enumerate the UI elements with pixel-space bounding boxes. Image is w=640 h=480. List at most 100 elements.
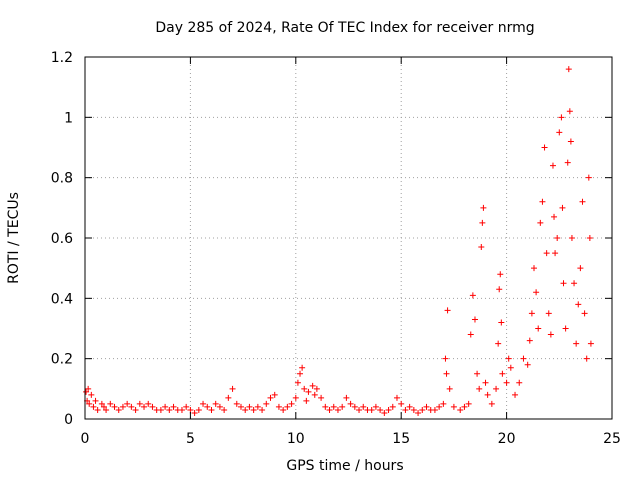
data-point xyxy=(423,403,430,410)
data-point xyxy=(166,406,173,413)
data-point xyxy=(545,310,552,317)
data-point xyxy=(436,403,443,410)
data-point xyxy=(471,316,478,323)
data-point xyxy=(524,361,531,368)
data-point xyxy=(558,114,565,121)
data-point xyxy=(103,406,110,413)
data-point xyxy=(368,406,375,413)
y-tick-label: 1.2 xyxy=(51,50,73,66)
data-point xyxy=(478,244,485,251)
data-point xyxy=(440,400,447,407)
data-point xyxy=(250,406,257,413)
data-point xyxy=(484,391,491,398)
data-point xyxy=(565,66,572,73)
x-tick-label: 10 xyxy=(287,431,305,447)
data-point xyxy=(208,406,215,413)
data-point xyxy=(242,406,249,413)
data-point xyxy=(469,292,476,299)
data-point xyxy=(305,388,312,395)
data-point xyxy=(446,385,453,392)
data-point xyxy=(292,394,299,401)
data-point xyxy=(541,144,548,151)
data-point xyxy=(533,289,540,296)
data-point xyxy=(360,403,367,410)
data-point xyxy=(334,406,341,413)
grid-lines xyxy=(85,57,612,419)
data-point xyxy=(581,310,588,317)
x-tick-label: 20 xyxy=(498,431,516,447)
data-point xyxy=(107,400,114,407)
data-point xyxy=(587,340,594,347)
data-point xyxy=(505,355,512,362)
data-point xyxy=(330,403,337,410)
data-point xyxy=(311,391,318,398)
data-point xyxy=(212,400,219,407)
data-point xyxy=(92,397,99,404)
data-point xyxy=(88,391,95,398)
data-point xyxy=(162,403,169,410)
data-point xyxy=(577,265,584,272)
data-point xyxy=(503,379,510,386)
data-point xyxy=(216,403,223,410)
data-point xyxy=(351,403,358,410)
data-point xyxy=(579,198,586,205)
data-point xyxy=(488,400,495,407)
data-point xyxy=(318,394,325,401)
data-point xyxy=(225,394,232,401)
data-point xyxy=(178,406,185,413)
data-point xyxy=(149,403,156,410)
data-point xyxy=(132,406,139,413)
data-point xyxy=(552,250,559,257)
data-point xyxy=(195,406,202,413)
data-point xyxy=(586,235,593,241)
data-point xyxy=(419,406,426,413)
data-point xyxy=(539,198,546,205)
data-point xyxy=(549,162,556,169)
data-point xyxy=(322,403,329,410)
data-point xyxy=(339,403,346,410)
data-point xyxy=(389,403,396,410)
data-point xyxy=(280,406,287,413)
data-point xyxy=(493,385,500,392)
data-point xyxy=(246,403,253,410)
data-point xyxy=(237,403,244,410)
data-point xyxy=(229,385,236,392)
data-point xyxy=(482,379,489,386)
data-point xyxy=(567,138,574,145)
data-point xyxy=(115,406,122,413)
data-point xyxy=(111,403,118,410)
axis-ticks: 0 5 10 15 20 25 0 0.2 0.4 0.6 0.8 1 1.2 xyxy=(51,50,621,447)
data-point xyxy=(145,400,152,407)
y-axis-label: ROTI / TECUs xyxy=(6,192,22,284)
y-tick-label: 0.4 xyxy=(51,291,73,307)
x-tick-label: 5 xyxy=(186,431,195,447)
data-point xyxy=(128,403,135,410)
data-point xyxy=(495,340,502,347)
data-point xyxy=(571,280,578,287)
data-point xyxy=(551,213,558,220)
data-point xyxy=(343,394,350,401)
data-point xyxy=(85,385,92,392)
data-point xyxy=(86,400,93,407)
data-point xyxy=(507,364,514,371)
data-point xyxy=(480,204,487,211)
data-point xyxy=(431,406,438,413)
data-point xyxy=(498,319,505,326)
data-point xyxy=(496,286,503,293)
data-point xyxy=(299,364,306,371)
data-point xyxy=(313,385,320,392)
x-tick-label: 25 xyxy=(603,431,621,447)
data-point xyxy=(284,403,291,410)
data-point xyxy=(233,400,240,407)
data-point xyxy=(499,370,506,377)
data-point xyxy=(83,388,90,395)
data-point xyxy=(497,271,504,278)
y-tick-label: 0.8 xyxy=(51,171,73,187)
data-point xyxy=(564,159,571,166)
data-point xyxy=(573,340,580,347)
data-point xyxy=(537,219,544,226)
data-point xyxy=(465,400,472,407)
data-point xyxy=(585,174,592,181)
data-point xyxy=(479,219,486,226)
